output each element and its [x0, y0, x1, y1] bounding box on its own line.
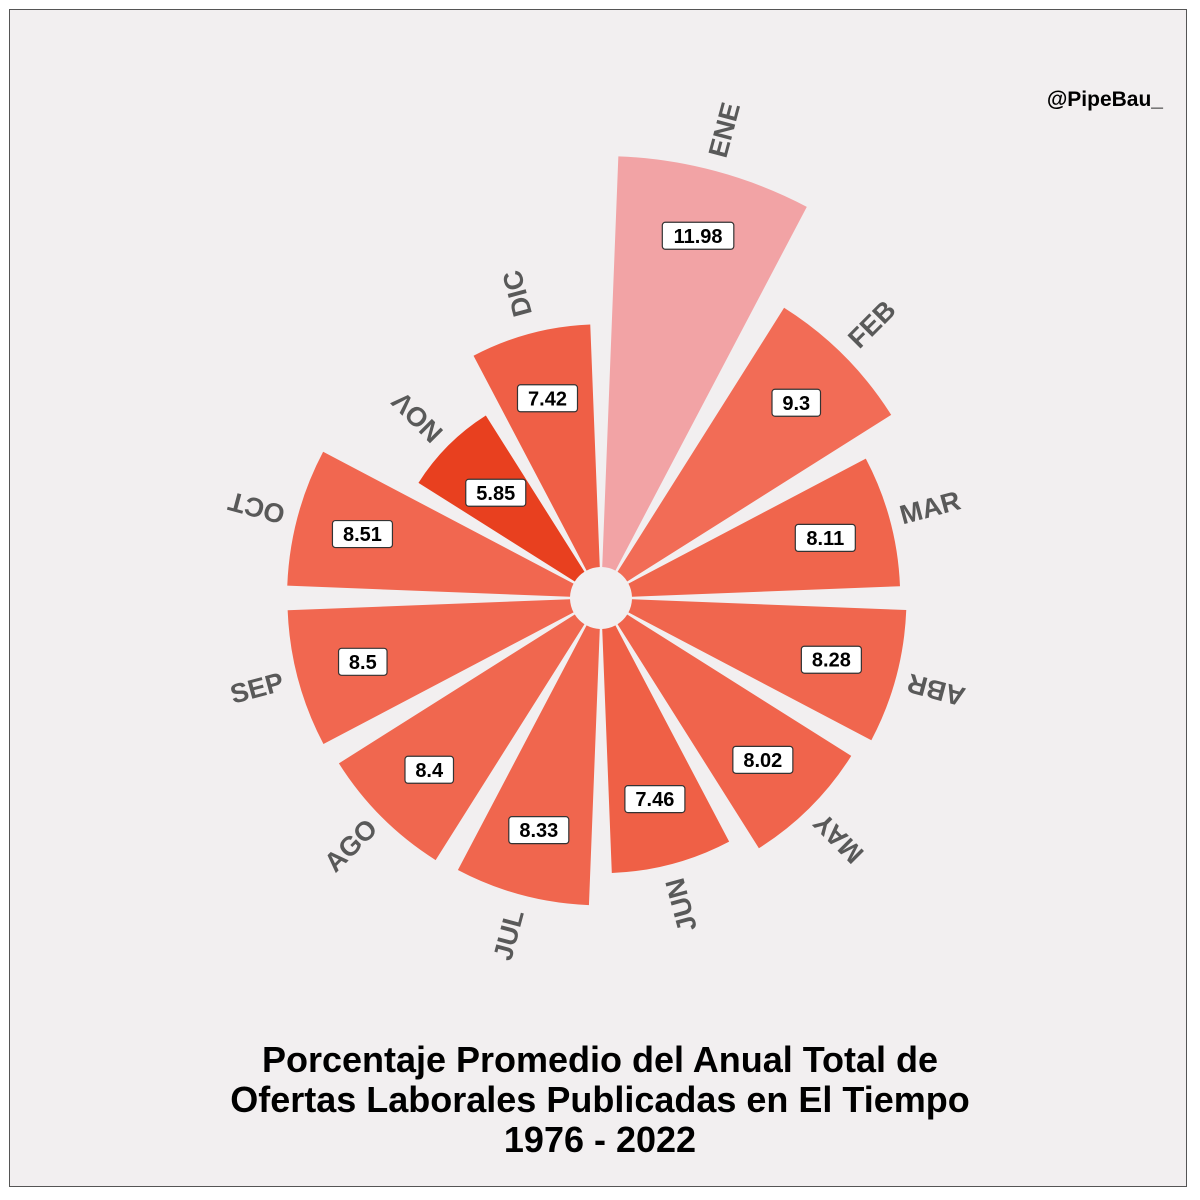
value-label-may: 8.02	[732, 745, 794, 774]
svg-text:8.51: 8.51	[343, 524, 382, 546]
bar-ene	[602, 156, 807, 571]
svg-text:8.5: 8.5	[349, 652, 377, 674]
value-label-nov: 5.85	[465, 478, 527, 507]
svg-text:7.42: 7.42	[528, 388, 567, 410]
svg-text:7.46: 7.46	[635, 789, 674, 811]
svg-text:8.02: 8.02	[743, 750, 782, 772]
title-line-2: Ofertas Laborales Publicadas en El Tiemp…	[230, 1079, 970, 1120]
category-label-dic: DIC	[497, 267, 538, 320]
svg-text:9.3: 9.3	[782, 393, 810, 415]
value-label-ene: 11.98	[661, 221, 735, 250]
category-label-ene: ENE	[703, 99, 746, 160]
value-label-mar: 8.11	[794, 523, 856, 552]
category-label-mar: MAR	[897, 485, 964, 530]
plot-panel	[9, 9, 1187, 1187]
value-label-dic: 7.42	[516, 384, 579, 413]
chart-title: Porcentaje Promedio del Anual Total de O…	[0, 1040, 1200, 1160]
category-label-jul: JUL	[488, 906, 530, 963]
value-label-sep: 8.5	[337, 647, 388, 676]
category-label-ago: AGO	[318, 813, 383, 878]
bar-oct	[287, 451, 574, 597]
category-label-jun: JUN	[660, 875, 703, 935]
bar-abr	[628, 599, 907, 741]
svg-text:5.85: 5.85	[476, 483, 515, 505]
category-label-may: MAY	[808, 807, 870, 869]
category-label-abr: ABR	[904, 668, 968, 712]
bar-feb	[617, 307, 892, 582]
svg-text:8.28: 8.28	[812, 650, 851, 672]
value-label-feb: 9.3	[771, 388, 822, 417]
bar-sep	[287, 599, 574, 745]
value-label-jun: 7.46	[624, 785, 686, 814]
title-line-1: Porcentaje Promedio del Anual Total de	[261, 1039, 939, 1080]
bar-mar	[628, 458, 900, 597]
category-label-feb: FEB	[842, 295, 901, 354]
value-label-ago: 8.4	[404, 755, 455, 784]
value-label-abr: 8.28	[800, 645, 862, 674]
category-label-sep: SEP	[227, 667, 287, 710]
svg-text:8.4: 8.4	[415, 760, 444, 782]
value-label-oct: 8.51	[331, 519, 394, 549]
svg-text:8.33: 8.33	[519, 820, 558, 842]
value-label-jul: 8.33	[508, 816, 570, 845]
category-label-oct: OCT	[225, 486, 288, 530]
svg-text:11.98: 11.98	[674, 226, 723, 248]
value-labels-group: 11.98 9.3 8.11 8.28 8.02 7.46 8.33 8.4 8.5 8.51 5.…	[331, 221, 862, 845]
category-label-nov: NOV	[386, 386, 449, 449]
bar-ago	[338, 614, 585, 861]
title-line-3: 1976 - 2022	[503, 1119, 697, 1160]
svg-text:8.11: 8.11	[806, 528, 844, 550]
watermark: @PipeBau_	[1046, 88, 1163, 111]
bar-may	[617, 614, 852, 849]
